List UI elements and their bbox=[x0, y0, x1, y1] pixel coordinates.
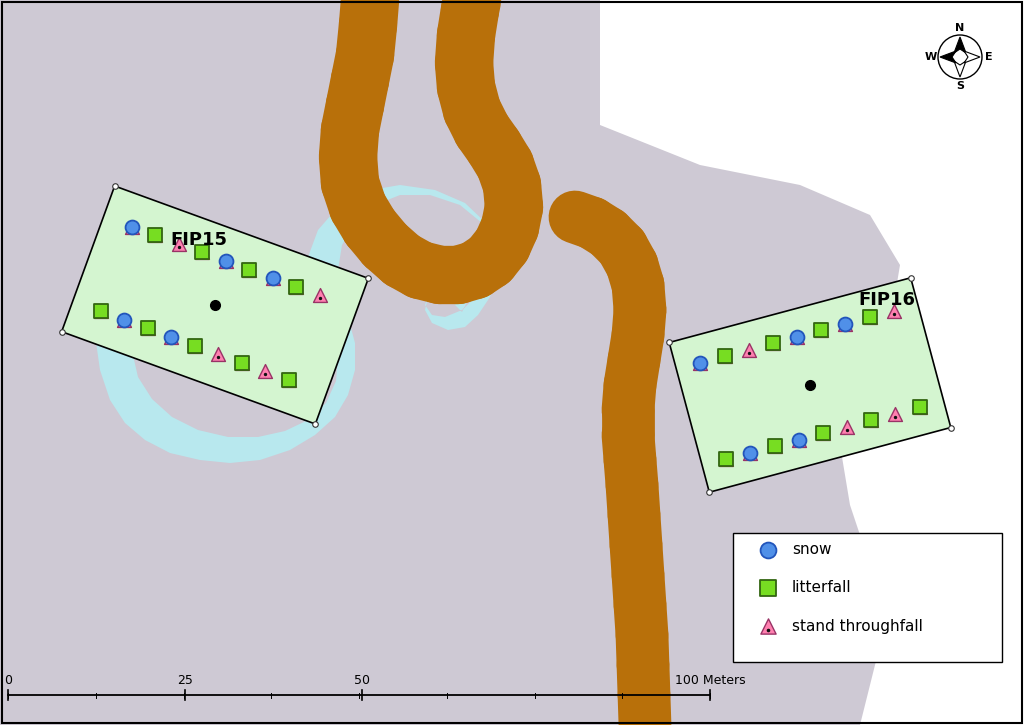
Text: 100 Meters: 100 Meters bbox=[675, 674, 745, 687]
Polygon shape bbox=[670, 278, 951, 492]
Point bbox=[742, 447, 759, 458]
Point bbox=[813, 324, 829, 336]
Point bbox=[241, 264, 257, 276]
Point bbox=[217, 258, 233, 270]
Point bbox=[766, 440, 782, 452]
Point bbox=[717, 350, 733, 362]
Point bbox=[163, 331, 179, 343]
Polygon shape bbox=[954, 61, 966, 77]
Point bbox=[863, 415, 880, 426]
Point bbox=[288, 284, 304, 296]
Point bbox=[717, 350, 733, 362]
Point bbox=[815, 428, 831, 439]
Point bbox=[163, 331, 179, 343]
Point bbox=[147, 230, 164, 241]
Point bbox=[911, 405, 928, 416]
Point bbox=[194, 249, 210, 261]
Point bbox=[760, 544, 776, 556]
Point bbox=[264, 273, 281, 284]
Point bbox=[217, 255, 233, 267]
Point bbox=[788, 334, 805, 346]
Point bbox=[233, 357, 250, 368]
Point bbox=[257, 365, 273, 377]
Point bbox=[257, 368, 273, 380]
Point bbox=[124, 224, 140, 236]
Point bbox=[117, 317, 133, 328]
Point bbox=[233, 357, 250, 368]
Text: E: E bbox=[985, 52, 993, 62]
Point bbox=[171, 238, 187, 249]
Point bbox=[139, 326, 156, 337]
Point bbox=[117, 314, 133, 326]
Point bbox=[886, 305, 902, 317]
Point bbox=[740, 347, 757, 358]
Polygon shape bbox=[61, 186, 369, 424]
Point bbox=[838, 321, 854, 333]
Point bbox=[838, 318, 854, 330]
Point bbox=[861, 312, 878, 323]
Text: 25: 25 bbox=[177, 674, 193, 687]
Point bbox=[124, 221, 140, 233]
Point bbox=[281, 377, 297, 389]
Point bbox=[718, 456, 734, 468]
Point bbox=[194, 247, 210, 258]
Point bbox=[765, 337, 781, 349]
Point bbox=[233, 360, 250, 371]
Point bbox=[93, 305, 110, 317]
Point bbox=[210, 348, 226, 360]
Point bbox=[210, 352, 226, 363]
Point bbox=[186, 340, 203, 352]
Point bbox=[765, 340, 781, 352]
Point bbox=[93, 309, 110, 320]
Point bbox=[147, 233, 164, 244]
Point bbox=[863, 415, 880, 426]
Point bbox=[171, 241, 187, 253]
FancyBboxPatch shape bbox=[733, 533, 1002, 662]
Point bbox=[911, 402, 928, 413]
Point bbox=[788, 331, 805, 342]
Point bbox=[186, 343, 203, 355]
Point bbox=[839, 421, 855, 433]
Point bbox=[139, 323, 156, 334]
Point bbox=[838, 318, 854, 330]
Point bbox=[791, 434, 807, 446]
Point bbox=[264, 276, 281, 287]
Point bbox=[760, 624, 776, 636]
Point bbox=[718, 453, 734, 465]
Text: litterfall: litterfall bbox=[792, 581, 852, 595]
Polygon shape bbox=[964, 51, 980, 63]
Point bbox=[264, 273, 281, 284]
Point bbox=[766, 444, 782, 455]
Point bbox=[911, 402, 928, 413]
Point bbox=[815, 428, 831, 439]
Point bbox=[861, 315, 878, 326]
Text: S: S bbox=[956, 81, 964, 91]
Point bbox=[863, 418, 880, 429]
Point bbox=[742, 450, 759, 462]
Point bbox=[788, 331, 805, 342]
Text: 0: 0 bbox=[4, 674, 12, 687]
Point bbox=[217, 255, 233, 267]
Text: N: N bbox=[955, 23, 965, 33]
Point bbox=[241, 267, 257, 278]
Polygon shape bbox=[954, 37, 966, 53]
Point bbox=[93, 305, 110, 317]
Text: stand throughfall: stand throughfall bbox=[792, 618, 923, 634]
Point bbox=[766, 440, 782, 452]
Point bbox=[692, 360, 709, 371]
Point bbox=[117, 314, 133, 326]
Polygon shape bbox=[940, 51, 956, 63]
Point bbox=[241, 264, 257, 276]
Point bbox=[861, 312, 878, 323]
Point bbox=[281, 374, 297, 386]
Point bbox=[692, 357, 709, 368]
Point bbox=[791, 437, 807, 449]
Point bbox=[887, 408, 903, 420]
Point bbox=[288, 281, 304, 292]
Point bbox=[886, 308, 902, 320]
Text: W: W bbox=[925, 52, 937, 62]
Point bbox=[887, 411, 903, 423]
Point bbox=[124, 221, 140, 233]
Point bbox=[813, 328, 829, 339]
